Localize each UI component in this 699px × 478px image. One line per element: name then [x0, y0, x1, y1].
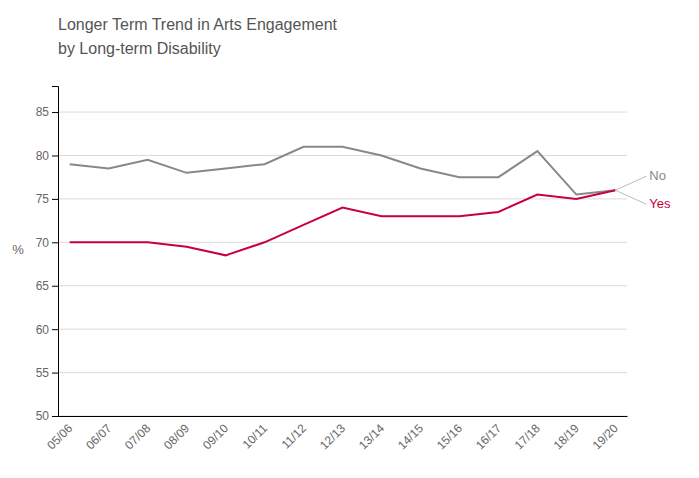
x-tick-label: 06/07	[83, 421, 114, 452]
title: Longer Term Trend in Arts Engagement	[58, 16, 338, 33]
chart: Longer Term Trend in Arts Engagement by L…	[0, 0, 699, 478]
grid-line	[58, 285, 627, 286]
y-tick-label: 60	[36, 322, 50, 336]
x-tick-label: 17/18	[512, 421, 543, 452]
label-connector	[615, 176, 646, 190]
subtitle: by Long-term Disability	[58, 40, 221, 57]
x-axis: 05/06 06/07 07/08 08/09 09/10 10/11 11/1212/13…	[44, 417, 627, 453]
x-tick-label: 07/08	[122, 421, 153, 452]
y-tick-mark	[52, 286, 58, 287]
grid-line	[58, 416, 627, 417]
y-axis: 50 55 60 65 70 75 80 85	[36, 87, 59, 424]
x-tick: 13/14	[356, 421, 387, 452]
y-tick-label: 50	[36, 409, 50, 423]
y-tick-mark	[52, 112, 58, 113]
x-tick-label: 09/10	[200, 421, 231, 452]
y-tick-mark	[52, 155, 58, 156]
grid	[58, 112, 627, 416]
x-tick: 11/12	[279, 421, 310, 452]
x-tick: 17/18	[512, 421, 543, 452]
x-tick: 16/17	[473, 421, 504, 452]
x-tick: 14/15	[395, 421, 426, 452]
x-tick-label: 13/14	[356, 421, 387, 452]
end-labels: No Yes	[615, 168, 671, 211]
y-tick-mark	[52, 329, 58, 330]
x-tick: 09/10	[200, 421, 231, 452]
grid-line	[58, 329, 627, 330]
y-tick-label: 75	[36, 192, 50, 206]
x-tick-label: 05/06	[44, 421, 75, 452]
grid-line	[58, 372, 627, 373]
x-axis-line	[59, 416, 628, 417]
y-tick-mark	[52, 416, 58, 417]
x-tick: 07/08	[122, 421, 153, 452]
x-tick-label: 14/15	[395, 421, 426, 452]
y-tick-label: 80	[36, 149, 50, 163]
y-tick-label: 70	[36, 236, 50, 250]
y-axis-title: %	[12, 242, 24, 257]
x-tick-label: 16/17	[473, 421, 504, 452]
x-tick-label: 08/09	[161, 421, 192, 452]
series-label: Yes	[649, 196, 671, 211]
y-axis-line	[52, 87, 59, 417]
x-tick: 05/06	[44, 421, 75, 452]
y-tick-mark	[52, 199, 58, 200]
plot: 50 55 60 65 70 75 80 85% 05/06 06/07 07/08 08/09 09/…	[12, 87, 671, 453]
y-tick: 60	[36, 322, 58, 336]
y-tick-mark	[52, 373, 58, 374]
x-tick-label: 19/20	[590, 421, 621, 452]
x-tick: 10/11	[240, 421, 271, 452]
grid-line	[58, 112, 627, 113]
x-tick-label: 10/11	[240, 421, 271, 452]
x-tick-label: 11/12	[279, 421, 310, 452]
series-line	[70, 147, 616, 195]
y-tick: 85	[36, 105, 58, 119]
x-tick: 15/16	[434, 421, 465, 452]
grid-line	[58, 198, 627, 199]
y-tick: 55	[36, 366, 58, 380]
y-tick: 75	[36, 192, 58, 206]
y-tick-mark	[52, 242, 58, 243]
x-tick-label: 12/13	[317, 421, 348, 452]
y-tick: 65	[36, 279, 58, 293]
x-tick: 18/19	[551, 421, 582, 452]
y-tick-label: 65	[36, 279, 50, 293]
label-connector	[615, 190, 646, 204]
x-tick: 19/20	[590, 421, 621, 452]
y-tick: 80	[36, 149, 58, 163]
lines	[70, 147, 616, 256]
x-tick-label: 15/16	[434, 421, 465, 452]
y-tick-label: 85	[36, 105, 50, 119]
series-line	[70, 190, 616, 255]
y-tick: 50	[36, 409, 58, 423]
x-tick: 08/09	[161, 421, 192, 452]
y-tick-label: 55	[36, 366, 50, 380]
x-tick-label: 18/19	[551, 421, 582, 452]
series-label: No	[649, 168, 666, 183]
x-tick: 12/13	[317, 421, 348, 452]
y-tick: 70	[36, 236, 58, 250]
x-tick: 06/07	[83, 421, 114, 452]
